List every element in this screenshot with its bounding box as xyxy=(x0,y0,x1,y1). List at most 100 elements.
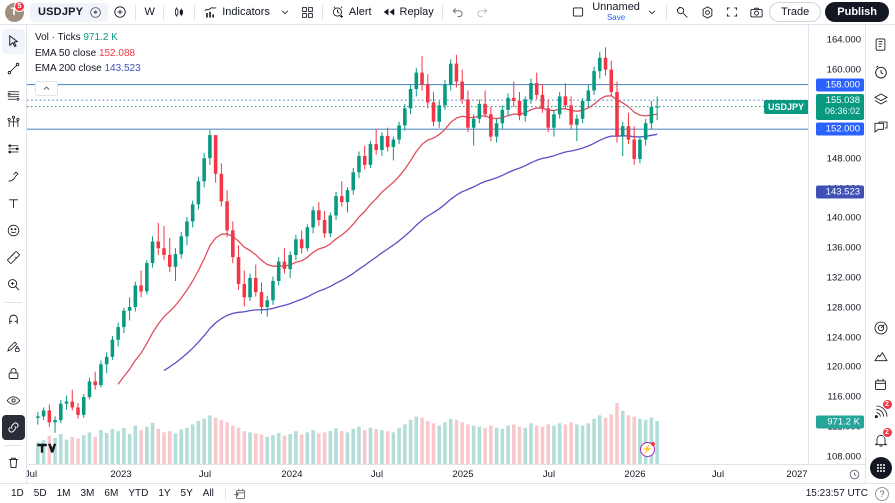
chart-pane[interactable]: Vol · Ticks 971.2 K EMA 50 close 152.088… xyxy=(27,25,865,483)
layout-square-icon[interactable] xyxy=(566,2,590,23)
legend-collapse-button[interactable] xyxy=(35,80,58,96)
apps-grid-icon[interactable] xyxy=(869,455,893,481)
brush-tool[interactable] xyxy=(2,164,25,189)
price-scale[interactable]: 164.000160.000156.000152.000148.000144.0… xyxy=(808,25,865,464)
go-to-date-icon[interactable] xyxy=(232,486,248,502)
measure-ruler-tool[interactable] xyxy=(2,245,25,270)
chat-icon[interactable] xyxy=(869,115,893,141)
alert-clock-icon xyxy=(331,5,345,19)
fullscreen-icon[interactable] xyxy=(720,2,744,23)
tradingview-logo[interactable] xyxy=(37,442,59,455)
zoom-in-tool[interactable] xyxy=(2,272,25,297)
chart-layout-name[interactable]: Unnamed Save xyxy=(592,2,640,22)
volume-bar xyxy=(231,425,235,464)
fib-retracement-tool[interactable] xyxy=(2,137,25,162)
candle-body xyxy=(190,204,195,222)
symbol-diamond-icon[interactable] xyxy=(89,6,102,19)
chevron-down-icon[interactable] xyxy=(275,2,296,23)
time-scale[interactable]: Jul 2023 Jul 2024 Jul 2025 Jul 2026 Jul 2027 xyxy=(27,464,865,483)
toolbar-divider xyxy=(665,4,667,20)
volume-bar xyxy=(265,436,270,464)
apps-grid-button[interactable] xyxy=(869,457,892,479)
support-line-price-badge[interactable]: 152.000 xyxy=(816,122,864,136)
volume-bar xyxy=(150,422,155,464)
redo-icon[interactable] xyxy=(470,2,494,23)
alerts-clock-icon[interactable] xyxy=(869,59,893,85)
volume-bar xyxy=(425,421,430,464)
magnet-tool[interactable] xyxy=(2,307,25,332)
ema200-price-badge[interactable]: 143.523 xyxy=(816,185,864,199)
emoji-tool[interactable] xyxy=(2,218,25,243)
camera-icon[interactable] xyxy=(744,2,769,23)
price-tick: 108.000 xyxy=(826,451,861,463)
volume-bar xyxy=(93,436,97,464)
add-symbol-button[interactable] xyxy=(108,2,132,23)
range-button-ytd[interactable]: YTD xyxy=(128,488,149,499)
range-button-1d[interactable]: 1D xyxy=(11,488,24,499)
volume-bar xyxy=(70,436,75,464)
indicators-button[interactable]: Indicators xyxy=(198,2,275,23)
horizontal-lines-tool[interactable] xyxy=(2,83,25,108)
volume-bar xyxy=(557,423,562,464)
volume-bar xyxy=(196,421,201,464)
volume-bar xyxy=(36,442,40,464)
pitchfork-tool[interactable] xyxy=(2,110,25,135)
replay-button[interactable]: Replay xyxy=(377,2,439,23)
ideas-mountain-icon[interactable] xyxy=(869,343,893,369)
sync-drawings-tool[interactable] xyxy=(1,415,25,440)
trade-button[interactable]: Trade xyxy=(768,2,822,22)
candle-body xyxy=(213,135,218,174)
drawing-mode-tool[interactable] xyxy=(2,334,25,359)
volume-bar xyxy=(431,423,436,464)
layouts-grid-icon[interactable] xyxy=(296,2,319,23)
settings-gear-icon[interactable] xyxy=(695,2,720,23)
range-button-all[interactable]: All xyxy=(202,488,214,499)
volume-bar xyxy=(282,435,287,464)
range-button-3m[interactable]: 3M xyxy=(80,488,95,499)
layout-save-link[interactable]: Save xyxy=(606,13,626,22)
alert-button[interactable]: Alert xyxy=(326,2,377,23)
range-button-6m[interactable]: 6M xyxy=(104,488,119,499)
last-price-badge[interactable]: 155.038 06:36:02 xyxy=(816,93,864,120)
resistance-line-price-badge[interactable]: 158.000 xyxy=(816,78,864,92)
remove-drawings-tool[interactable] xyxy=(2,450,25,475)
data-window-layers-icon[interactable] xyxy=(869,87,893,113)
lightning-alert-icon[interactable]: ⚡ xyxy=(640,442,655,457)
interval-button[interactable]: W xyxy=(144,6,155,18)
volume-bar xyxy=(276,432,281,464)
range-button-5d[interactable]: 5D xyxy=(33,488,47,499)
text-tool[interactable] xyxy=(2,191,25,216)
range-button-1m[interactable]: 1M xyxy=(56,488,71,499)
candle-type-icon[interactable] xyxy=(167,2,191,23)
undo-icon[interactable] xyxy=(446,2,470,23)
lock-drawings-tool[interactable] xyxy=(2,361,25,386)
price-tick: 148.000 xyxy=(826,153,861,165)
hide-drawings-tool[interactable] xyxy=(2,388,25,413)
chart-plot-area[interactable] xyxy=(27,25,808,464)
publish-button[interactable]: Publish xyxy=(825,2,889,22)
volume-bar xyxy=(47,435,52,464)
timescale-settings-icon[interactable] xyxy=(848,468,861,481)
volume-bar xyxy=(362,430,367,464)
magic-wand-icon[interactable] xyxy=(670,2,695,23)
cursor-tool[interactable] xyxy=(1,29,25,54)
watchlist-icon[interactable] xyxy=(869,31,893,57)
help-icon[interactable]: ? xyxy=(875,486,889,501)
volume-bar xyxy=(64,439,69,464)
range-button-5y[interactable]: 5Y xyxy=(180,488,193,499)
legend-row-volume[interactable]: Vol · Ticks 971.2 K xyxy=(35,30,141,46)
volume-value-badge[interactable]: 971.2 K xyxy=(816,415,864,429)
legend-row-ema50[interactable]: EMA 50 close 152.088 xyxy=(35,46,141,62)
symbol-search-chip[interactable]: USDJPY xyxy=(30,2,109,22)
range-button-1y[interactable]: 1Y xyxy=(158,488,171,499)
calendar-icon[interactable] xyxy=(869,371,893,397)
broadcast-icon[interactable]: 2 xyxy=(869,399,893,425)
notifications-bell-icon[interactable]: 2 xyxy=(869,427,893,453)
layout-chevron-icon[interactable] xyxy=(642,2,663,23)
candle-body xyxy=(592,71,596,91)
trend-line-tool[interactable] xyxy=(2,56,25,81)
hotlist-radar-icon[interactable] xyxy=(869,315,893,341)
price-tick: 140.000 xyxy=(826,212,861,224)
legend-row-ema200[interactable]: EMA 200 close 143.523 xyxy=(35,61,141,77)
user-avatar-wrapper[interactable]: T 5 xyxy=(0,0,28,25)
